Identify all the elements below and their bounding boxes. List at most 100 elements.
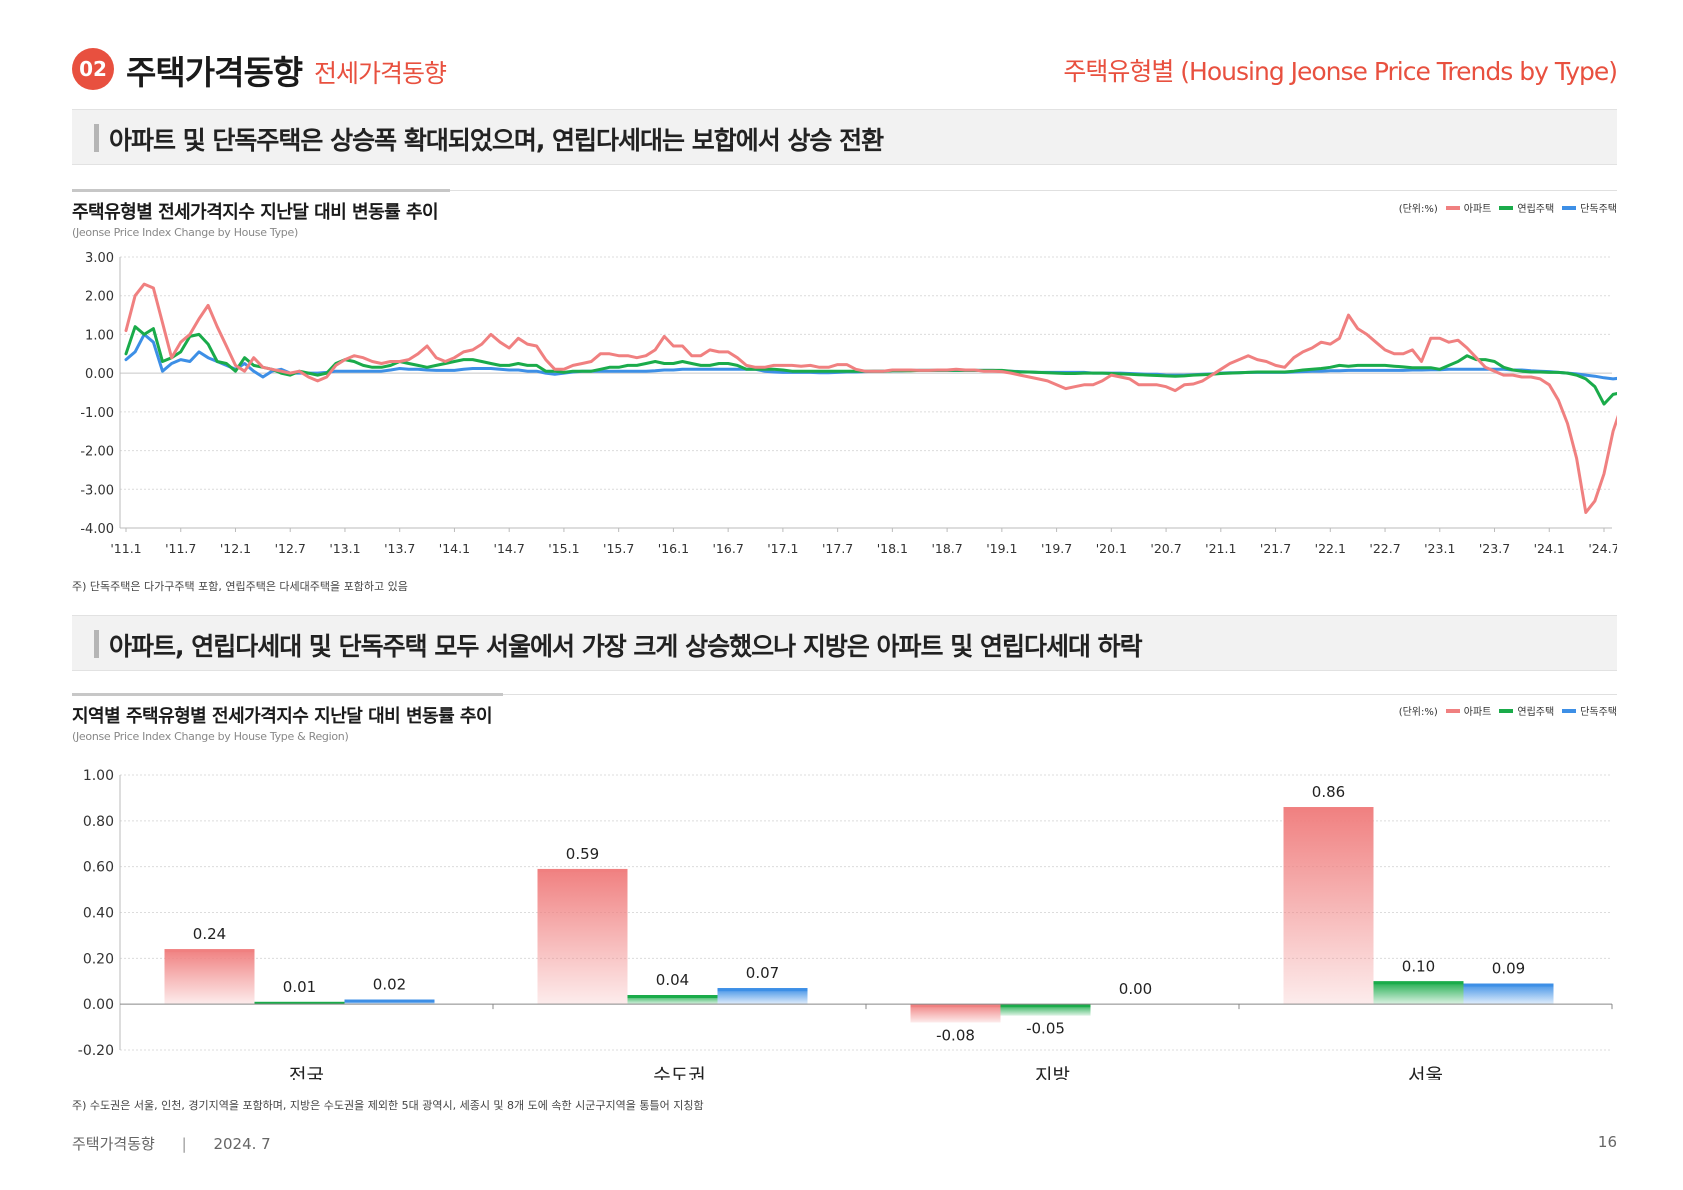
legend-label: 연립주택 (1517, 204, 1555, 215)
legend-swatch (1445, 708, 1460, 713)
bar-cap (1463, 983, 1554, 987)
section-title: 주택유형별 (Housing Jeonse Price Trends by Ty… (1063, 57, 1618, 86)
x-tick-label: '13.7 (384, 541, 415, 556)
legend-swatch (1499, 205, 1514, 210)
category-label: 수도권 (653, 1065, 705, 1080)
chart-title: 지역별 주택유형별 전세가격지수 지난달 대비 변동률 추이 (72, 706, 493, 727)
y-tick-label: -1.00 (80, 406, 114, 421)
data-label: -0.08 (936, 1027, 975, 1045)
legend-item-row: 연립주택 (1499, 200, 1554, 215)
y-tick-label: 0.60 (83, 860, 114, 876)
page-subtitle: 전세가격동향 (314, 59, 447, 88)
legend-item-det: 단독주택 (1562, 703, 1617, 718)
y-tick-label: 0.20 (83, 951, 114, 967)
legend-item-row: 연립주택 (1499, 703, 1554, 718)
page-header: 02 주택가격동향 전세가격동향 주택유형별 (Housing Jeonse P… (72, 44, 1618, 92)
x-tick-label: '24.7 (1588, 541, 1617, 556)
legend-label: 아파트 (1463, 204, 1492, 215)
data-label: 0.24 (193, 925, 226, 943)
footer-date: 2024. 7 (213, 1135, 271, 1153)
data-label: 0.04 (656, 971, 689, 989)
x-tick-label: '14.7 (494, 541, 525, 556)
x-tick-label: '17.7 (822, 541, 853, 556)
x-tick-label: '16.7 (713, 541, 744, 556)
y-tick-label: 0.40 (83, 906, 114, 922)
chart-title: 주택유형별 전세가격지수 지난달 대비 변동률 추이 (72, 202, 439, 223)
bar (164, 949, 255, 1005)
bar-cap (344, 999, 435, 1003)
summary-banner-1: 아파트 및 단독주택은 상승폭 확대되었으며, 연립다세대는 보합에서 상승 전… (72, 109, 1617, 165)
section-number-badge: 02 (72, 48, 114, 90)
bar-cap (910, 1004, 1001, 1008)
x-tick-label: '17.1 (767, 541, 798, 556)
y-tick-label: -3.00 (80, 483, 114, 498)
x-tick-label: '21.7 (1260, 541, 1291, 556)
x-tick-label: '11.1 (110, 541, 141, 556)
x-tick-label: '19.1 (986, 541, 1017, 556)
bar-cap (1373, 981, 1464, 985)
banner-accent-bar (94, 630, 99, 658)
bar-cap (254, 1001, 345, 1005)
chart-subtitle: (Jeonse Price Index Change by House Type… (72, 226, 298, 239)
line-chart: 3.00 2.00 1.00 0.00 -1.00 -2.00 -3.00 -4.00 '11.… (80, 251, 1617, 556)
x-tick-label: '16.1 (658, 541, 689, 556)
x-tick-label: '13.1 (329, 541, 360, 556)
bar-cap (164, 949, 255, 953)
footer-separator: | (181, 1135, 187, 1153)
y-tick-label: 0.80 (83, 814, 114, 830)
legend-item-apt: 아파트 (1445, 200, 1492, 215)
x-tick-label: '18.1 (877, 541, 908, 556)
data-label: 0.02 (373, 976, 406, 994)
banner-accent-bar (94, 124, 99, 152)
category-label: 서울 (1408, 1065, 1443, 1080)
x-tick-label: '22.7 (1369, 541, 1400, 556)
series-line-row (124, 325, 1617, 406)
legend-item-det: 단독주택 (1562, 200, 1617, 215)
bar (910, 1004, 1001, 1023)
x-tick-label: '24.1 (1534, 541, 1565, 556)
y-tick-label: -2.00 (80, 445, 114, 460)
x-tick-label: '20.1 (1096, 541, 1127, 556)
x-tick-label: '21.1 (1205, 541, 1236, 556)
legend-swatch (1562, 708, 1577, 713)
x-tick-label: '18.7 (931, 541, 962, 556)
chart-legend: (단위:%) 아파트 연립주택 단독주택 (1399, 703, 1617, 718)
bar (1283, 807, 1374, 1005)
x-tick-label: '23.7 (1479, 541, 1510, 556)
x-tick-label: '22.1 (1315, 541, 1346, 556)
footer-left: 주택가격동향 | 2024. 7 (72, 1133, 271, 1154)
divider-accent (72, 693, 503, 696)
data-label: 0.01 (283, 978, 316, 996)
x-tick-label: '15.1 (548, 541, 579, 556)
bar (1373, 981, 1464, 1005)
bar-cap (537, 868, 628, 872)
chart-note: 주) 단독주택은 다가구주택 포함, 연립주택은 다세대주택을 포함하고 있음 (72, 580, 408, 593)
y-tick-label: -0.20 (78, 1043, 114, 1059)
legend-label: 아파트 (1463, 707, 1492, 718)
x-tick-label: '20.7 (1150, 541, 1181, 556)
bar-cap (1283, 807, 1374, 811)
legend-label: 연립주택 (1517, 707, 1555, 718)
page-number: 16 (1597, 1133, 1617, 1151)
x-tick-label: '12.1 (220, 541, 251, 556)
y-tick-label: 1.00 (85, 328, 114, 343)
y-tick-label: 3.00 (85, 251, 114, 266)
page-title: 주택가격동향 (126, 53, 303, 92)
bar-cap (1000, 1004, 1091, 1008)
x-tick-label: '14.1 (439, 541, 470, 556)
divider (72, 694, 1617, 695)
chart-note: 주) 수도권은 서울, 인천, 경기지역을 포함하며, 지방은 수도권을 제외한… (72, 1099, 704, 1112)
y-tick-label: 0.00 (83, 997, 114, 1013)
data-label: 0.07 (746, 964, 779, 982)
x-tick-label: '12.7 (275, 541, 306, 556)
data-label: 0.59 (566, 845, 599, 863)
chart-legend: (단위:%) 아파트 연립주택 단독주택 (1399, 200, 1617, 215)
legend-unit: (단위:%) (1398, 707, 1438, 718)
banner-text: 아파트, 연립다세대 및 단독주택 모두 서울에서 가장 크게 상승했으나 지방… (109, 632, 1143, 661)
bar-cap (627, 995, 718, 998)
bar-chart: 1.00 0.80 0.60 0.40 0.20 0.00 -0.20 0.24 0.01 0.0… (78, 768, 1613, 1080)
x-tick-label: '11.7 (165, 541, 196, 556)
bar (717, 988, 808, 1005)
data-label: 0.10 (1402, 957, 1435, 975)
legend-unit: (단위:%) (1398, 204, 1438, 215)
